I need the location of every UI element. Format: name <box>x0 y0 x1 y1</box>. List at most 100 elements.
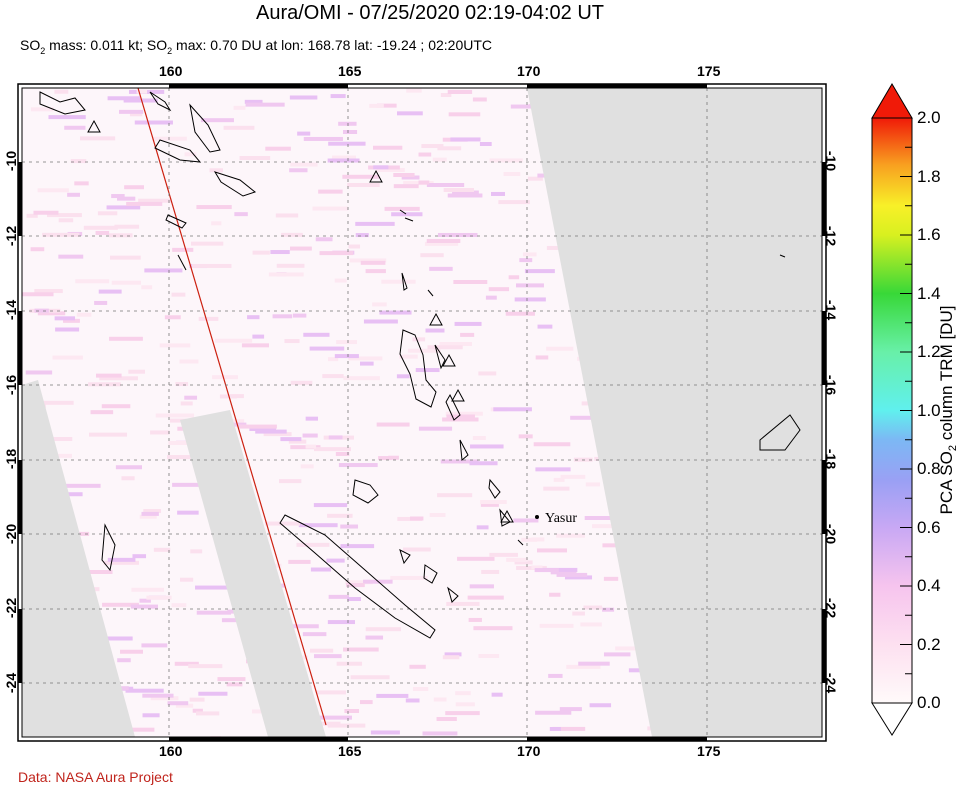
so2-pixel <box>436 716 457 721</box>
so2-pixel <box>211 221 222 226</box>
so2-pixel <box>296 542 330 547</box>
so2-pixel <box>141 643 168 648</box>
so2-pixel <box>393 184 419 189</box>
so2-pixel <box>312 206 349 211</box>
colorbar <box>871 83 913 736</box>
so2-pixel <box>365 635 384 640</box>
so2-pixel <box>505 311 535 316</box>
so2-pixel <box>198 316 219 321</box>
so2-pixel <box>519 258 533 263</box>
so2-pixel <box>233 105 246 110</box>
so2-pixel <box>327 723 366 728</box>
so2-pixel <box>102 602 139 607</box>
colorbar-label: 1.2 <box>917 342 941 361</box>
subscript: 2 <box>947 445 960 452</box>
so2-pixel <box>33 210 59 215</box>
so2-pixel <box>485 295 497 300</box>
so2-pixel <box>107 557 136 562</box>
so2-pixel <box>272 314 293 319</box>
so2-pixel <box>429 266 453 271</box>
so2-pixel <box>418 426 453 431</box>
so2-pixel <box>290 246 312 251</box>
so2-pixel <box>88 432 128 437</box>
so2-label: SO <box>20 37 41 53</box>
so2-pixel <box>489 552 518 557</box>
so2-pixel <box>103 560 139 565</box>
so2-pixel <box>37 188 69 193</box>
mass-text: mass: 0.011 kt; SO <box>45 37 168 53</box>
so2-pixel <box>432 157 447 162</box>
so2-pixel <box>143 509 162 514</box>
so2-pixel <box>480 502 499 507</box>
so2-pixel <box>167 455 196 460</box>
so2-pixel <box>537 324 553 329</box>
so2-pixel <box>338 463 378 468</box>
so2-pixel <box>114 224 140 229</box>
so2-pixel <box>95 373 122 378</box>
so2-pixel <box>429 513 446 518</box>
so2-pixel <box>74 181 89 186</box>
max-text: max: 0.70 DU at lon: 168.78 lat: -19.24 … <box>172 37 493 53</box>
so2-pixel <box>407 348 441 353</box>
so2-pixel <box>549 592 561 597</box>
so2-pixel <box>326 558 345 563</box>
so2-pixel <box>498 200 530 205</box>
so2-pixel <box>327 620 355 625</box>
so2-pixel <box>189 697 205 702</box>
so2-pixel <box>359 700 373 705</box>
so2-pixel <box>572 611 585 616</box>
so2-pixel <box>288 439 307 444</box>
so2-pixel <box>425 328 445 333</box>
so2-pixel <box>75 279 110 284</box>
so2-pixel <box>46 213 82 218</box>
so2-pixel <box>376 167 405 172</box>
so2-pixel <box>334 278 347 283</box>
so2-pixel <box>313 447 351 452</box>
lon-tick-top: 170 <box>517 63 541 79</box>
so2-pixel <box>424 241 459 246</box>
so2-pixel <box>508 275 520 280</box>
subscript: 2 <box>40 45 46 56</box>
so2-pixel <box>55 327 80 332</box>
so2-pixel <box>396 374 410 379</box>
so2-pixel <box>310 567 332 572</box>
so2-pixel <box>444 652 462 657</box>
so2-pixel <box>150 430 170 435</box>
so2-pixel <box>365 627 402 632</box>
so2-pixel <box>342 174 380 179</box>
so2-pixel <box>34 289 63 294</box>
so2-pixel <box>455 702 475 707</box>
so2-pixel <box>583 605 603 610</box>
so2-pixel <box>401 175 420 180</box>
so2-pixel <box>468 617 482 622</box>
so2-pixel <box>315 715 352 720</box>
so2-pixel <box>231 419 245 424</box>
no-data-region <box>22 380 135 737</box>
so2-pixel <box>191 263 232 268</box>
volcano-label-yasur: Yasur <box>545 511 577 526</box>
so2-summary: SO2 mass: 0.011 kt; SO2 max: 0.70 DU at … <box>20 37 492 56</box>
so2-pixel <box>275 213 299 218</box>
so2-pixel <box>602 607 615 612</box>
so2-pixel <box>372 145 403 150</box>
so2-pixel <box>190 549 203 554</box>
so2-pixel <box>141 285 153 290</box>
so2-pixel <box>297 131 311 136</box>
so2-pixel <box>370 730 400 735</box>
so2-pixel <box>531 537 545 542</box>
so2-pixel <box>347 183 380 188</box>
so2-pixel <box>515 283 544 288</box>
so2-pixel <box>287 624 319 629</box>
so2-pixel <box>106 205 141 210</box>
so2-pixel <box>195 585 231 590</box>
colorbar-label: 0.8 <box>917 459 941 478</box>
so2-pixel <box>340 524 359 529</box>
so2-pixel <box>309 648 334 653</box>
so2-pixel <box>422 731 458 736</box>
so2-pixel <box>117 196 136 201</box>
so2-pixel <box>478 371 497 376</box>
so2-pixel <box>427 345 463 350</box>
so2-pixel <box>549 727 561 732</box>
so2-pixel <box>476 525 489 530</box>
so2-pixel <box>88 382 121 387</box>
